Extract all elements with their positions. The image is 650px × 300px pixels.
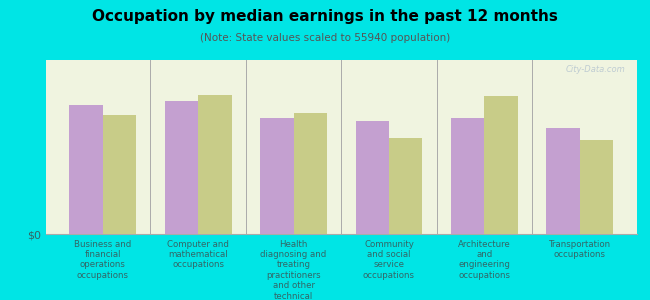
Text: (Note: State values scaled to 55940 population): (Note: State values scaled to 55940 popu…	[200, 33, 450, 43]
Bar	[198, 95, 231, 234]
Text: City-Data.com: City-Data.com	[566, 65, 625, 74]
Bar	[103, 115, 136, 234]
Bar	[70, 105, 103, 234]
Bar	[451, 118, 484, 234]
Bar	[294, 113, 327, 234]
Bar	[389, 138, 422, 234]
Text: Occupation by median earnings in the past 12 months: Occupation by median earnings in the pas…	[92, 9, 558, 24]
Bar	[484, 97, 518, 234]
Bar	[260, 118, 294, 234]
Bar	[164, 101, 198, 234]
Bar	[356, 121, 389, 234]
Bar	[547, 128, 580, 234]
Bar	[580, 140, 613, 234]
